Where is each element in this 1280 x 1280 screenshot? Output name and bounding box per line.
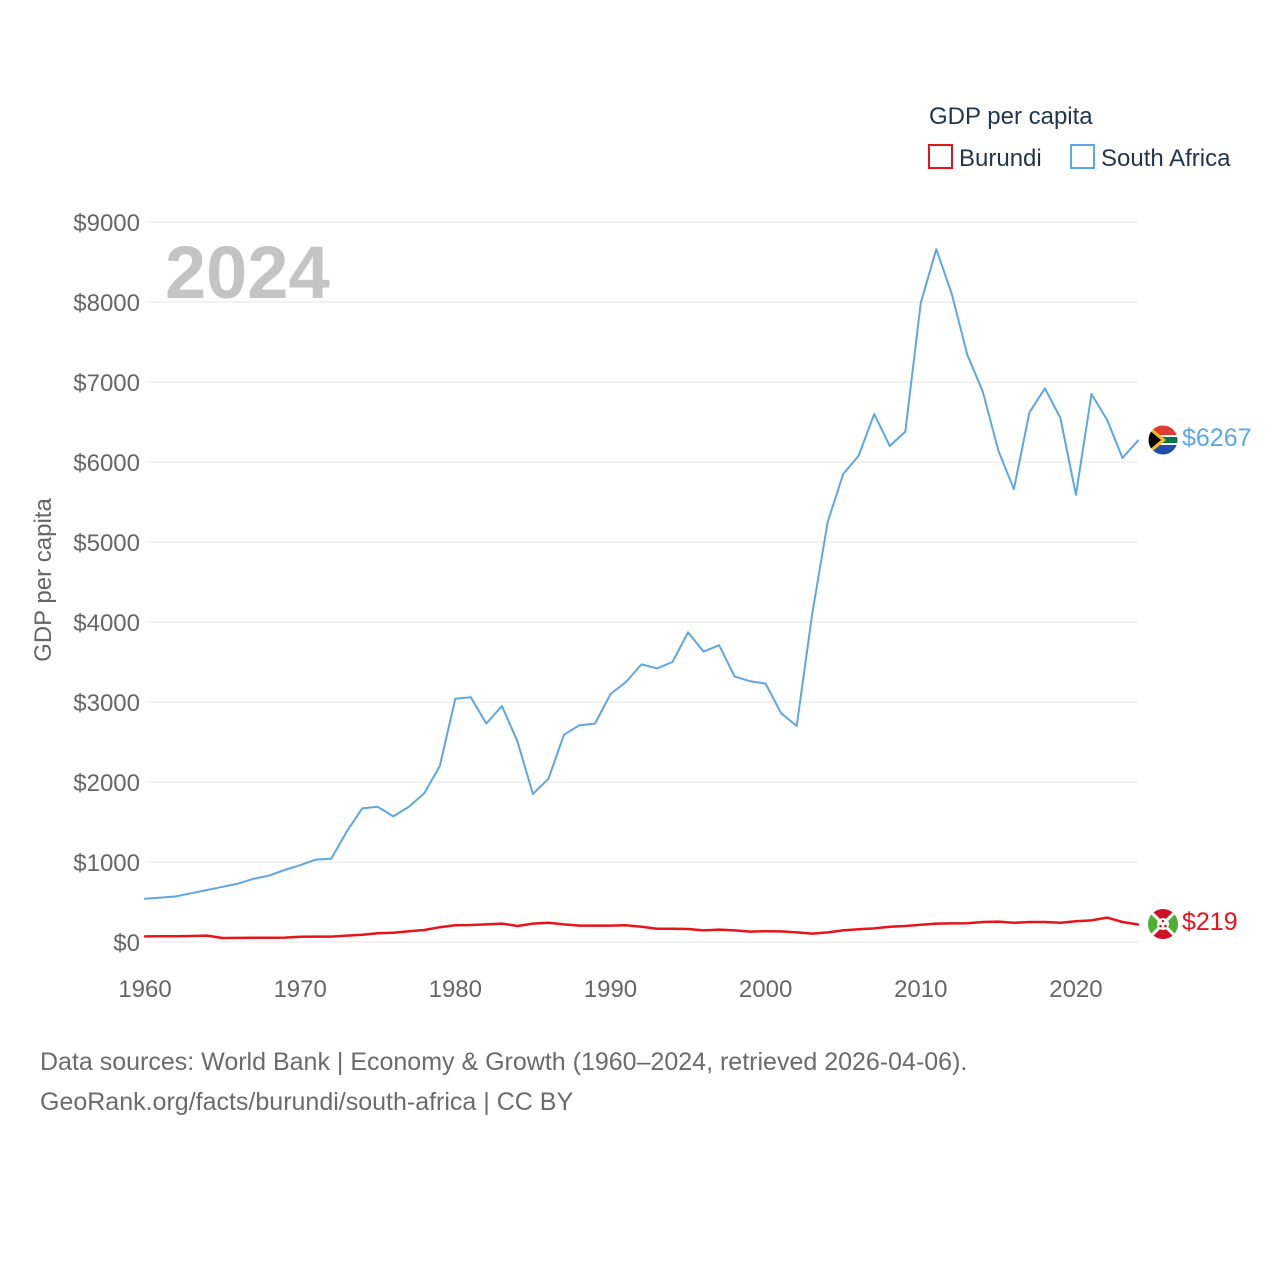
- x-tick-label: 2000: [739, 976, 792, 1003]
- x-tick-label: 2020: [1049, 976, 1102, 1003]
- x-tick-label: 2010: [894, 976, 947, 1003]
- burundi-flag-icon: [1148, 909, 1178, 939]
- gdp-line-chart: $0 $1000 $2000 $3000 $4000 $5000 $6000 $7000 $80…: [30, 103, 1252, 1003]
- footer-link[interactable]: GeoRank.org/facts/burundi/south-africa |…: [40, 1088, 574, 1116]
- burundi-end-label: $219: [1182, 908, 1238, 936]
- x-tick-label: 1960: [118, 976, 171, 1003]
- footer: Data sources: World Bank | Economy & Gro…: [40, 1042, 967, 1122]
- legend-item-south-africa[interactable]: South Africa: [1070, 144, 1231, 172]
- y-tick-label: $6000: [73, 450, 140, 477]
- series-lines: [143, 248, 1140, 940]
- legend: GDP per capita Burundi South Africa: [928, 103, 1231, 172]
- legend-label-south-africa: South Africa: [1101, 145, 1231, 172]
- y-tick-label: $2000: [73, 770, 140, 797]
- south-africa-flag-icon: [1147, 424, 1179, 456]
- series-line-burundi[interactable]: [143, 916, 1140, 940]
- y-tick-label: $5000: [73, 530, 140, 557]
- y-tick-label: $9000: [73, 210, 140, 237]
- legend-item-burundi[interactable]: Burundi: [928, 144, 1042, 172]
- y-axis-label: GDP per capita: [30, 498, 57, 662]
- x-tick-label: 1990: [584, 976, 637, 1003]
- series-line-south-africa[interactable]: [144, 248, 1139, 900]
- grid-lines: [145, 221, 1138, 943]
- y-tick-label: $1000: [73, 850, 140, 877]
- x-axis-ticks: 1960 1970 1980 1990 2000 2010 2020: [118, 976, 1102, 1003]
- y-tick-label: $0: [113, 930, 140, 957]
- y-axis-ticks: $0 $1000 $2000 $3000 $4000 $5000 $6000 $7000 $80…: [73, 210, 140, 957]
- y-tick-label: $4000: [73, 610, 140, 637]
- south-africa-end-label: $6267: [1182, 424, 1252, 452]
- x-tick-label: 1980: [429, 976, 482, 1003]
- y-tick-label: $3000: [73, 690, 140, 717]
- year-watermark: 2024: [165, 231, 330, 314]
- footer-sources: Data sources: World Bank | Economy & Gro…: [40, 1048, 968, 1076]
- y-tick-label: $8000: [73, 290, 140, 317]
- legend-title: GDP per capita: [929, 103, 1093, 130]
- legend-swatch-burundi: [928, 144, 953, 169]
- y-tick-label: $7000: [73, 370, 140, 397]
- legend-label-burundi: Burundi: [959, 145, 1042, 172]
- x-tick-label: 1970: [273, 976, 326, 1003]
- legend-swatch-south-africa: [1070, 144, 1095, 169]
